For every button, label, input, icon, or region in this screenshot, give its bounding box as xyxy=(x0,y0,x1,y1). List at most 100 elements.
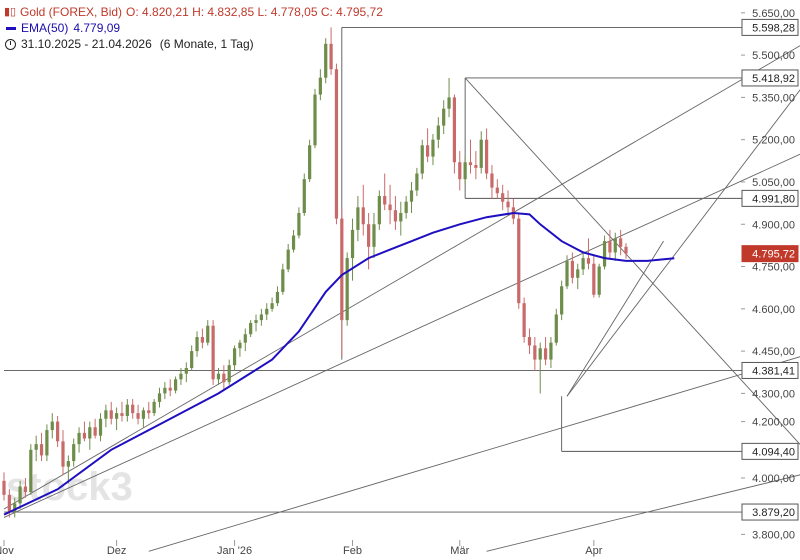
candle-body-82 xyxy=(442,108,446,126)
candle-body-27 xyxy=(147,410,151,414)
candles xyxy=(2,27,628,518)
candle-body-13 xyxy=(72,444,76,462)
candle-body-93 xyxy=(501,193,505,202)
candle-body-96 xyxy=(517,218,521,304)
x-tick-label-3: Feb xyxy=(343,545,362,557)
candle-body-116 xyxy=(624,246,628,254)
candle-body-115 xyxy=(619,238,623,247)
candle-body-61 xyxy=(329,43,333,70)
candle-body-5 xyxy=(29,449,33,493)
candle-body-101 xyxy=(543,348,548,360)
candle-body-21 xyxy=(114,413,119,419)
candle-body-85 xyxy=(458,162,462,180)
candle-body-17 xyxy=(93,427,97,436)
legend-range: 31.10.2025 - 21.04.2026 xyxy=(21,37,152,51)
candle-body-18 xyxy=(98,418,103,436)
candle-body-76 xyxy=(409,190,414,202)
candle-body-32 xyxy=(173,379,178,391)
legend-ema-value: 4.779,09 xyxy=(73,21,121,35)
candle-body-62 xyxy=(334,69,339,219)
level-price-2-label: 4.991,80 xyxy=(752,193,795,205)
candle-body-58 xyxy=(313,94,317,146)
candle-body-68 xyxy=(367,224,371,247)
y-tick-label-5: 4.900,00 xyxy=(752,219,795,231)
candle-body-46 xyxy=(249,322,253,335)
watermark-layer: stock3 xyxy=(6,465,133,509)
candle-body-88 xyxy=(474,165,478,168)
candle-body-83 xyxy=(447,97,451,109)
legend-ema-label: EMA(50) xyxy=(21,21,69,35)
level-price-1-label: 5.418,92 xyxy=(752,73,795,85)
candle-body-112 xyxy=(602,241,607,267)
legend-range-detail: (6 Monate, 1 Tag) xyxy=(159,37,254,51)
candle-body-72 xyxy=(388,204,392,211)
candle-body-51 xyxy=(275,291,280,304)
candle-body-25 xyxy=(136,413,140,419)
candle-body-16 xyxy=(88,427,92,439)
trendline-6 xyxy=(566,240,664,397)
candle-body-31 xyxy=(168,387,172,391)
candle-body-107 xyxy=(576,269,580,278)
candle-body-109 xyxy=(586,258,591,264)
candle-body-7 xyxy=(39,444,44,456)
candle-body-89 xyxy=(479,139,483,168)
candlestick-icon: ▮▯ xyxy=(4,6,17,18)
candle-body-10 xyxy=(56,421,60,442)
legend-instrument: Gold (FOREX, Bid) xyxy=(20,5,123,19)
candle-body-99 xyxy=(533,345,537,360)
candle-body-43 xyxy=(232,348,237,366)
candle-body-49 xyxy=(265,308,269,315)
candle-body-2 xyxy=(13,503,17,512)
candle-body-36 xyxy=(195,337,199,352)
trendline-0 xyxy=(3,45,800,510)
candle-body-94 xyxy=(506,201,510,208)
candle-body-69 xyxy=(372,224,376,247)
candle-body-3 xyxy=(18,486,22,504)
level-price-0-label: 5.598,28 xyxy=(752,22,795,34)
candle-body-100 xyxy=(538,348,542,360)
candle-body-1 xyxy=(7,494,11,512)
candle-body-14 xyxy=(77,432,81,445)
candle-body-113 xyxy=(608,241,612,253)
x-tick-label-2: Jan '26 xyxy=(217,545,252,557)
x-axis: Nov Dez Jan '26 Feb Mär Apr xyxy=(0,540,603,557)
y-tick-label-12: 3.800,00 xyxy=(752,529,795,541)
candle-body-22 xyxy=(120,413,124,416)
candle-body-28 xyxy=(152,401,156,414)
horizontal-levels xyxy=(4,26,745,513)
candle-body-65 xyxy=(350,229,355,259)
candle-body-57 xyxy=(308,145,312,180)
trendline-3 xyxy=(486,474,800,552)
y-tick-label-3: 5.200,00 xyxy=(752,135,795,147)
candle-body-37 xyxy=(200,337,205,343)
candle-body-38 xyxy=(206,325,210,343)
candle-body-90 xyxy=(484,139,489,174)
candle-body-105 xyxy=(565,260,569,287)
candle-body-56 xyxy=(302,179,306,213)
legend-ohlc-row: ▮▯ Gold (FOREX, Bid) O: 4.820,21 H: 4.83… xyxy=(4,4,383,20)
candle-body-41 xyxy=(222,373,226,383)
candle-body-63 xyxy=(340,218,344,321)
candle-body-15 xyxy=(82,432,87,439)
candle-body-98 xyxy=(527,337,532,346)
candle-body-9 xyxy=(50,421,54,431)
candle-body-104 xyxy=(560,286,564,315)
candle-body-55 xyxy=(297,212,301,236)
candle-body-59 xyxy=(318,77,322,95)
candle-body-40 xyxy=(216,373,221,380)
chart-legend: ▮▯ Gold (FOREX, Bid) O: 4.820,21 H: 4.83… xyxy=(4,4,383,52)
y-tick-label-9: 4.300,00 xyxy=(752,388,795,400)
candle-body-108 xyxy=(581,258,585,270)
candle-body-33 xyxy=(179,373,183,380)
candle-body-73 xyxy=(393,210,398,222)
candle-body-111 xyxy=(597,266,601,295)
y-tick-label-6: 4.750,00 xyxy=(752,262,795,274)
candle-body-19 xyxy=(104,410,108,419)
candle-body-44 xyxy=(238,342,242,349)
candle-body-12 xyxy=(66,461,70,467)
candle-body-80 xyxy=(431,139,435,157)
x-tick-label-5: Apr xyxy=(585,545,602,557)
level-price-5-label: 3.879,20 xyxy=(752,507,795,519)
candle-body-79 xyxy=(425,145,430,157)
